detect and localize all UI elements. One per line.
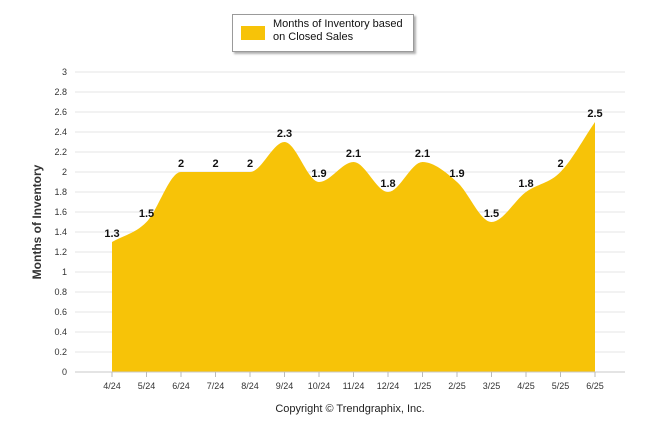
y-tick-label: 0 (62, 367, 67, 377)
data-label: 1.5 (139, 208, 154, 220)
y-tick-label: 1 (62, 267, 67, 277)
data-label: 1.9 (311, 168, 326, 180)
y-tick-label: 1.8 (54, 187, 67, 197)
y-tick-label: 2 (62, 167, 67, 177)
x-tick-label: 9/24 (276, 381, 294, 391)
y-tick-label: 1.2 (54, 247, 67, 257)
legend: Months of Inventory based on Closed Sale… (232, 14, 414, 52)
legend-swatch (241, 26, 265, 40)
data-label: 2 (212, 158, 218, 170)
data-label: 2.3 (277, 128, 292, 140)
legend-label: Months of Inventory based on Closed Sale… (273, 18, 403, 43)
data-label: 1.8 (518, 178, 533, 190)
copyright-text: Copyright © Trendgraphix, Inc. (275, 403, 425, 415)
x-tick-label: 8/24 (241, 381, 259, 391)
y-tick-label: 2.2 (54, 147, 67, 157)
y-tick-label: 0.2 (54, 347, 67, 357)
area-series (112, 122, 595, 372)
data-label: 2 (178, 158, 184, 170)
x-tick-label: 6/24 (172, 381, 190, 391)
x-tick-label: 11/24 (343, 381, 365, 391)
data-label: 1.5 (484, 208, 499, 220)
y-tick-label: 0.8 (54, 287, 67, 297)
data-label: 1.3 (104, 228, 119, 240)
x-tick-label: 4/24 (103, 381, 121, 391)
data-label: 2 (247, 158, 253, 170)
data-label: 2.1 (415, 148, 430, 160)
data-label: 2.1 (346, 148, 361, 160)
data-label: 2.5 (587, 108, 602, 120)
y-tick-label: 0.4 (54, 327, 67, 337)
x-tick-label: 12/24 (377, 381, 400, 391)
x-tick-label: 5/24 (138, 381, 156, 391)
x-tick-label: 6/25 (586, 381, 604, 391)
x-tick-label: 3/25 (483, 381, 501, 391)
y-axis-title: Months of Inventory (30, 164, 44, 280)
x-tick-label: 10/24 (308, 381, 331, 391)
x-tick-label: 7/24 (207, 381, 225, 391)
data-label: 2 (557, 158, 563, 170)
x-tick-label: 1/25 (414, 381, 432, 391)
y-tick-label: 0.6 (54, 307, 67, 317)
y-tick-label: 1.4 (54, 227, 67, 237)
data-label: 1.9 (449, 168, 464, 180)
x-tick-label: 2/25 (448, 381, 466, 391)
y-tick-label: 2.4 (54, 127, 67, 137)
y-tick-label: 3 (62, 67, 67, 77)
x-tick-label: 5/25 (552, 381, 570, 391)
x-tick-label: 4/25 (517, 381, 535, 391)
data-label: 1.8 (380, 178, 395, 190)
y-tick-label: 2.6 (54, 107, 67, 117)
y-tick-label: 1.6 (54, 207, 67, 217)
y-tick-label: 2.8 (54, 87, 67, 97)
